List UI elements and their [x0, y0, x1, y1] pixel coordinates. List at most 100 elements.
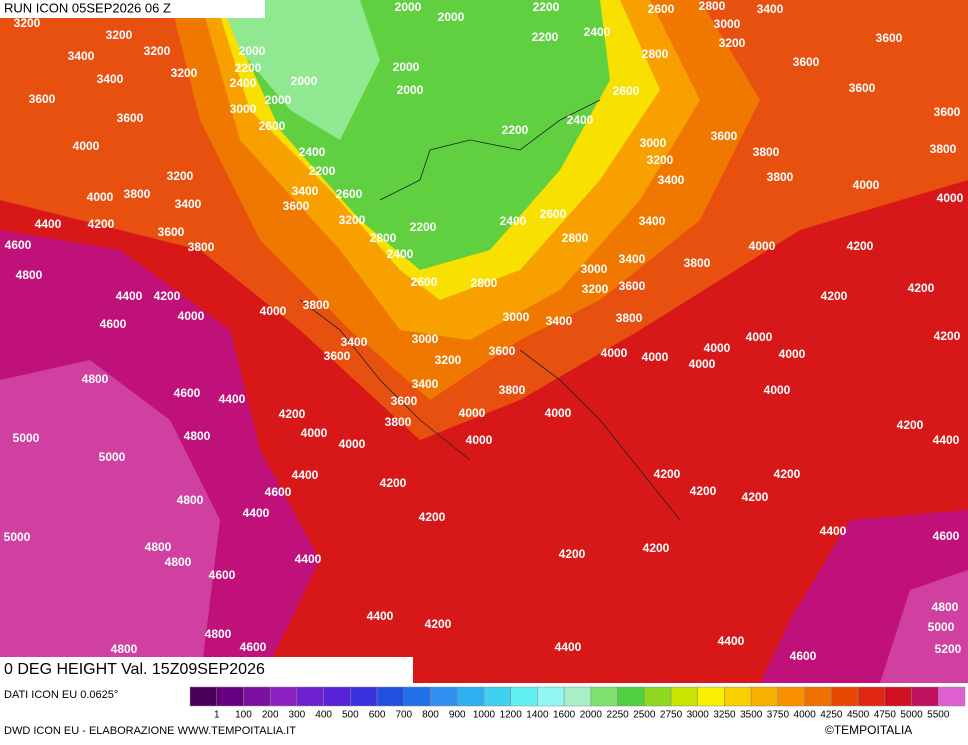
contour-label: 5200: [935, 642, 962, 656]
contour-labels: 3200 3200 3200 3400 3400 3200 3600 3600 4000 3200…: [4, 0, 964, 663]
contour-label: 4200: [742, 490, 769, 504]
legend-swatch: [644, 686, 672, 707]
legend-swatch: [670, 686, 699, 707]
contour-label: 3800: [303, 298, 330, 312]
legend-swatch: [884, 686, 912, 707]
contour-label: 3200: [582, 282, 609, 296]
contour-label: 2600: [411, 275, 438, 289]
contour-label: 4000: [689, 357, 716, 371]
legend-swatch: [911, 686, 939, 707]
contour-label: 3400: [619, 252, 646, 266]
legend-swatch: [804, 686, 832, 707]
contour-label: 3200: [647, 153, 674, 167]
contour-label: 4400: [367, 609, 394, 623]
contour-label: 3800: [753, 145, 780, 159]
legend-label: 3750: [767, 710, 790, 721]
contour-label: 3600: [711, 129, 738, 143]
legend-label: 4750: [874, 710, 897, 721]
contour-label: 4800: [145, 540, 172, 554]
contour-label: 3800: [188, 240, 215, 254]
legend-swatch: [376, 686, 405, 707]
contour-label: 2800: [370, 231, 397, 245]
contour-label: 5000: [13, 431, 40, 445]
contour-label: 2600: [336, 187, 363, 201]
contour-label: 5000: [4, 530, 31, 544]
legend-label: 700: [395, 710, 412, 721]
contour-label: 4600: [209, 568, 236, 582]
contour-label: 4400: [243, 506, 270, 520]
contour-label: 3400: [658, 173, 685, 187]
legend-swatch: [510, 686, 538, 707]
contour-label: 4000: [764, 383, 791, 397]
contour-label: 2800: [699, 0, 726, 13]
contour-label: 3600: [283, 199, 310, 213]
legend-label: 1600: [553, 710, 576, 721]
contour-label: 4000: [459, 406, 486, 420]
contour-label: 4600: [100, 317, 127, 331]
contour-label: 4000: [937, 191, 964, 205]
legend-label: 300: [289, 710, 306, 721]
legend-swatch: [750, 686, 779, 707]
contour-label: 3200: [171, 66, 198, 80]
contour-label: 4800: [16, 268, 43, 282]
contour-label: 3000: [230, 102, 257, 116]
contour-label: 3000: [714, 17, 741, 31]
contour-label: 3600: [29, 92, 56, 106]
contour-label: 3000: [412, 332, 439, 346]
contour-label: 3800: [385, 415, 412, 429]
legend-label: 200: [262, 710, 279, 721]
contour-label: 4600: [240, 640, 267, 654]
contour-label: 3400: [546, 314, 573, 328]
contour-label: 2800: [562, 231, 589, 245]
contour-label: 4000: [260, 304, 287, 318]
contour-label: 2200: [502, 123, 529, 137]
contour-label: 4200: [279, 407, 306, 421]
contour-label: 3400: [639, 214, 666, 228]
contour-label: 3800: [767, 170, 794, 184]
contour-label: 3600: [876, 31, 903, 45]
contour-label: 4200: [425, 617, 452, 631]
contour-label: 2400: [387, 247, 414, 261]
legend-swatch: [456, 686, 485, 707]
legend-swatch: [831, 686, 859, 707]
footer-box: [0, 657, 413, 683]
legend-swatch: [323, 686, 351, 707]
contour-label: 4600: [174, 386, 201, 400]
header-title: RUN ICON 05SEP2026 06 Z: [4, 0, 171, 15]
contour-label: 4800: [177, 493, 204, 507]
contour-label: 3800: [499, 383, 526, 397]
contour-label: 3400: [757, 2, 784, 16]
legend-label: 3250: [713, 710, 736, 721]
contour-label: 2000: [265, 93, 292, 107]
contour-label: 3200: [14, 16, 41, 30]
contour-label: 2200: [533, 0, 560, 14]
contour-label: 3800: [616, 311, 643, 325]
contour-label: 4200: [908, 281, 935, 295]
zone: [0, 360, 220, 683]
legend-label: 5000: [900, 710, 923, 721]
contour-label: 4200: [654, 467, 681, 481]
contour-label: 4800: [165, 555, 192, 569]
legend-label: 900: [449, 710, 466, 721]
contour-label: 4200: [774, 467, 801, 481]
contour-label: 3200: [719, 36, 746, 50]
contour-label: 4200: [559, 547, 586, 561]
contour-label: 3800: [930, 142, 957, 156]
contour-label: 3600: [849, 81, 876, 95]
contour-label: 4200: [821, 289, 848, 303]
contour-label: 2400: [230, 76, 257, 90]
contour-label: 4200: [88, 217, 115, 231]
contour-label: 2400: [584, 25, 611, 39]
zone: [220, 0, 380, 140]
contour-label: 3400: [341, 335, 368, 349]
contour-label: 3600: [391, 394, 418, 408]
contour-label: 3600: [489, 344, 516, 358]
contour-label: 3800: [124, 187, 151, 201]
contour-label: 2200: [309, 164, 336, 178]
contour-label: 2000: [395, 0, 422, 14]
copyright: ©TEMPOITALIA: [825, 723, 912, 737]
legend-swatch: [777, 686, 805, 707]
contour-label: 4000: [601, 346, 628, 360]
legend-swatch: [189, 686, 217, 707]
